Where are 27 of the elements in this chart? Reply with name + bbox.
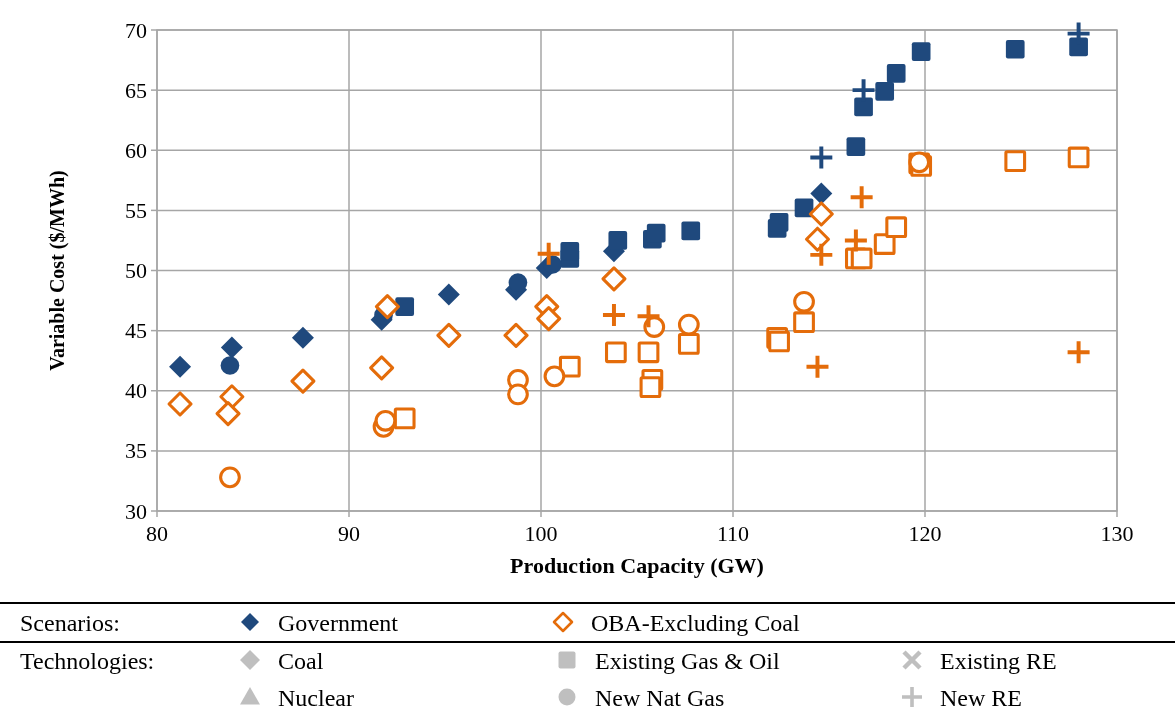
y-tick-label: 35 xyxy=(125,438,147,464)
y-tick-label: 60 xyxy=(125,137,147,163)
y-tick-label: 40 xyxy=(125,378,147,404)
y-axis-title: Variable Cost ($/MWh) xyxy=(46,170,69,371)
y-tick-label: 50 xyxy=(125,258,147,283)
text: Coal xyxy=(278,648,324,674)
text: Existing RE xyxy=(940,648,1057,674)
text: OBA-Excluding Coal xyxy=(591,610,800,636)
x-tick-label: 80 xyxy=(146,521,168,546)
x-tick-label: 130 xyxy=(1100,521,1134,546)
x-tick-label: 100 xyxy=(524,521,558,546)
text: Government xyxy=(278,610,399,636)
text: New Nat Gas xyxy=(595,685,725,710)
x-tick-label: 110 xyxy=(716,521,750,546)
y-tick-label: 45 xyxy=(125,318,147,344)
y-tick-label: 55 xyxy=(125,197,147,223)
text: Existing Gas & Oil xyxy=(595,648,780,674)
text: Technologies: xyxy=(20,648,155,674)
text: Scenarios: xyxy=(20,610,120,636)
y-tick-label: 65 xyxy=(125,77,147,103)
text: New RE xyxy=(940,685,1022,710)
x-tick-label: 120 xyxy=(908,521,942,546)
y-tick-label: 30 xyxy=(125,498,147,524)
y-tick-label: 70 xyxy=(125,17,147,43)
x-tick-label: 90 xyxy=(338,521,360,546)
text: Nuclear xyxy=(278,685,354,710)
x-axis-title: Production Capacity (GW) xyxy=(510,553,764,578)
